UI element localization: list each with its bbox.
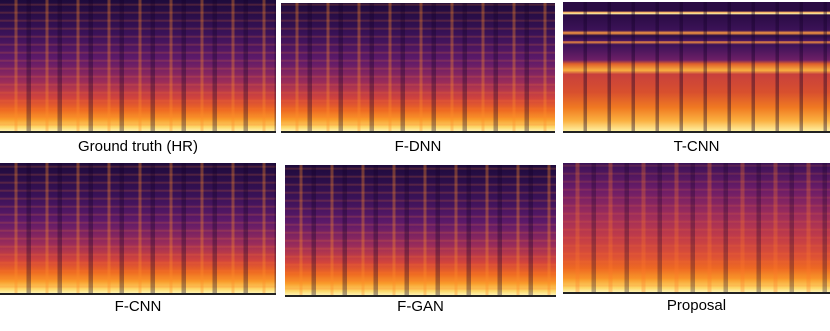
panel: Ground truth (HR) (0, 0, 276, 160)
caption: Proposal (666, 297, 727, 314)
caption: F-DNN (394, 138, 442, 155)
spectrogram (563, 2, 830, 133)
spectrogram (0, 163, 276, 295)
spectrogram (0, 0, 276, 133)
panel: F-DNN (281, 3, 555, 160)
caption: T-CNN (673, 138, 720, 155)
panel: Proposal (563, 163, 830, 321)
spectrogram (281, 3, 555, 133)
spectrogram (563, 163, 830, 294)
spectrogram (285, 165, 556, 297)
panel: T-CNN (563, 2, 830, 160)
panel: F-GAN (285, 165, 556, 323)
caption: F-GAN (397, 298, 444, 315)
panel: F-CNN (0, 163, 276, 323)
caption: F-CNN (114, 298, 162, 315)
caption: Ground truth (HR) (77, 138, 199, 155)
